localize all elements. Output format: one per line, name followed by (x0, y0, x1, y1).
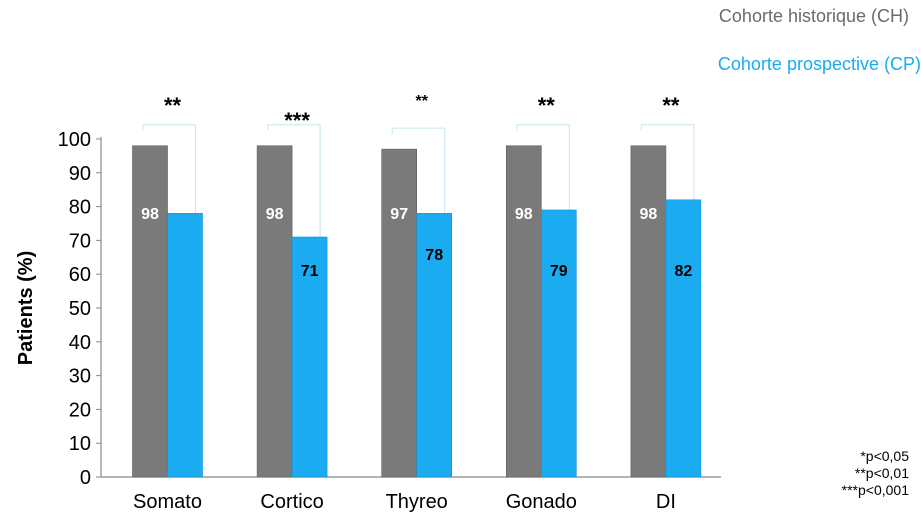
y-tick-label: 70 (69, 230, 91, 252)
y-tick-label: 50 (69, 298, 91, 320)
significance-bracket (391, 127, 446, 214)
significance-footnotes: *p<0,05 **p<0,01 ***p<0,001 (842, 448, 909, 499)
bar-cp (540, 209, 577, 478)
bar-cp (665, 199, 702, 478)
y-tick-label: 60 (69, 264, 91, 286)
legend-ch: Cohorte historique (CH) (718, 6, 909, 26)
value-label-cp: 71 (301, 263, 319, 280)
y-tick-label: 30 (69, 366, 91, 388)
value-label-ch: 98 (266, 206, 284, 223)
value-label-ch: 97 (390, 206, 408, 223)
y-axis-label: Patients (%) (15, 251, 37, 365)
value-labels: 98 ** 98 71 *** 97 78 ** 98 79 ** 98 82 ** (141, 93, 692, 280)
x-tick-label: DI (656, 491, 676, 513)
y-tick-label: 10 (69, 433, 91, 455)
y-tick-label: 20 (69, 399, 91, 421)
bars (132, 124, 702, 478)
value-label-cp: 79 (550, 263, 568, 280)
significance-bracket (640, 124, 695, 200)
value-label-cp: 82 (675, 263, 693, 280)
significance-bracket (142, 124, 196, 214)
bar-ch (505, 145, 542, 478)
y-tick-label: 90 (69, 163, 91, 185)
significance-stars: ** (164, 93, 182, 118)
footnote-p05: *p<0,05 (860, 448, 909, 464)
value-label-ch: 98 (141, 206, 159, 223)
bar-ch (132, 145, 168, 478)
value-label-cp: 78 (425, 247, 443, 264)
significance-bracket (267, 124, 321, 238)
footnote-p001: ***p<0,001 (841, 482, 909, 498)
bar-ch (381, 148, 418, 478)
y-tick-label: 40 (69, 332, 91, 354)
bar-ch (630, 145, 667, 478)
y-tick-label: 100 (58, 129, 91, 151)
footnote-p01: **p<0,01 (854, 465, 909, 481)
x-tick-label: Gonado (506, 491, 577, 513)
x-tick-label: Thyreo (386, 491, 448, 513)
bar-cp (416, 213, 453, 478)
bar-cp (167, 213, 203, 478)
significance-stars: ** (415, 93, 428, 110)
significance-stars: ** (538, 93, 556, 118)
significance-stars: ** (662, 93, 680, 118)
significance-stars: *** (284, 108, 310, 133)
y-tick-label: 0 (80, 467, 91, 489)
axes: 0 10 20 30 40 50 60 70 80 90 100 Somato Cortico Thyre… (58, 129, 721, 513)
y-tick-label: 80 (69, 197, 91, 219)
value-label-ch: 98 (640, 206, 658, 223)
x-tick-label: Cortico (260, 491, 323, 513)
bar-cp (291, 236, 328, 478)
x-tick-label: Somato (133, 491, 202, 513)
value-label-ch: 98 (515, 206, 533, 223)
bar-ch (256, 145, 293, 478)
legend-cp: Cohorte prospective (CP) (717, 54, 921, 74)
significance-bracket (516, 124, 570, 210)
